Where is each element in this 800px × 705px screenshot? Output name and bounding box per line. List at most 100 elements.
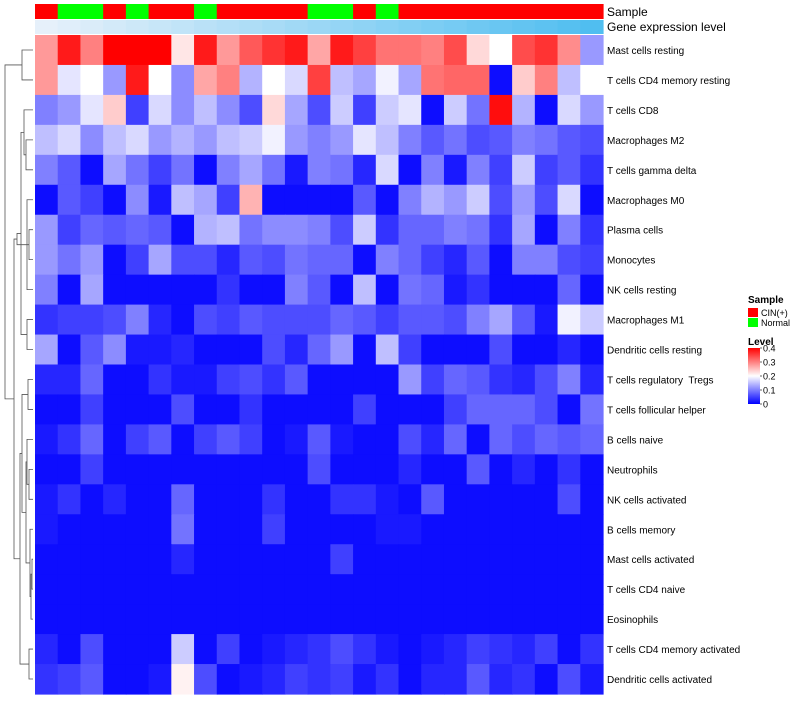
row-label: Macrophages M1 xyxy=(607,316,685,327)
heatmap-cell xyxy=(512,214,536,246)
sample-annotation-cell xyxy=(512,4,536,19)
heatmap-cell xyxy=(375,35,400,66)
heatmap-cell xyxy=(284,424,309,455)
heatmap-cell xyxy=(580,574,604,605)
heatmap-cell xyxy=(557,214,581,246)
heatmap-cell xyxy=(216,574,241,605)
row-label: T cells CD4 memory activated xyxy=(607,645,740,656)
heatmap-cell xyxy=(239,604,263,635)
heatmap-cell xyxy=(57,454,82,485)
heatmap-cell xyxy=(512,394,536,425)
heatmap-cell xyxy=(194,394,218,425)
heatmap-cell xyxy=(284,154,309,186)
heatmap-cell xyxy=(125,424,150,455)
sample-annotation-bar xyxy=(35,4,604,19)
sample-annotation-cell xyxy=(330,4,354,19)
heatmap-cell xyxy=(57,94,82,126)
row-label: Neutrophils xyxy=(607,465,658,476)
heatmap-cell xyxy=(534,35,559,66)
heatmap-cell xyxy=(216,604,241,635)
heatmap-cell xyxy=(80,394,104,425)
heatmap-cell xyxy=(557,394,581,425)
heatmap-cell xyxy=(307,454,331,485)
sample-annotation-cell xyxy=(148,4,172,19)
heatmap-cell xyxy=(466,544,490,575)
row-label: Mast cells resting xyxy=(607,46,684,57)
heatmap-cell xyxy=(148,184,172,216)
heatmap-cell xyxy=(284,214,309,246)
heatmap-cell xyxy=(284,35,309,66)
heatmap-cell xyxy=(398,154,422,186)
sample-annotation-cell xyxy=(557,4,581,19)
heatmap-cell xyxy=(148,304,172,336)
legend-tick-label: 0 xyxy=(763,400,768,410)
heatmap-cell xyxy=(534,484,559,515)
heatmap-cell xyxy=(35,364,59,396)
heatmap-cell xyxy=(125,484,150,515)
heatmap-cell xyxy=(239,94,263,126)
heatmap-cell xyxy=(103,484,127,515)
heatmap-cell xyxy=(466,484,490,515)
heatmap-cell xyxy=(216,394,241,425)
heatmap-cell xyxy=(330,604,354,635)
heatmap-cell xyxy=(35,634,59,665)
heatmap-cell xyxy=(57,154,82,186)
heatmap-cell xyxy=(35,94,59,126)
heatmap-cell xyxy=(57,184,82,216)
heatmap-cell xyxy=(557,424,581,455)
heatmap-cell xyxy=(284,274,309,306)
heatmap-cell xyxy=(194,514,218,545)
heatmap-cell xyxy=(80,664,104,695)
expression-annotation-cell xyxy=(353,20,377,34)
heatmap-cell xyxy=(80,604,104,635)
sample-annotation-cell xyxy=(353,4,377,19)
heatmap-cell xyxy=(171,634,195,665)
heatmap-cell xyxy=(125,604,150,635)
heatmap-cell xyxy=(375,664,400,695)
heatmap-cell xyxy=(216,634,241,665)
sample-annotation-cell xyxy=(216,4,241,19)
heatmap-cell xyxy=(330,664,354,695)
heatmap-cell xyxy=(330,64,354,96)
heatmap-cell xyxy=(443,244,468,276)
sample-annotation-cell xyxy=(466,4,490,19)
heatmap-cell xyxy=(330,514,354,545)
heatmap-cell xyxy=(353,154,377,186)
expression-annotation-cell xyxy=(398,20,422,34)
heatmap-cell xyxy=(307,274,331,306)
heatmap-cell xyxy=(557,244,581,276)
heatmap-cell xyxy=(534,514,559,545)
row-label: T cells CD4 memory resting xyxy=(607,76,730,87)
heatmap-cell xyxy=(194,454,218,485)
heatmap-cell xyxy=(375,244,400,276)
heatmap-cell xyxy=(284,94,309,126)
heatmap-cell xyxy=(125,574,150,605)
heatmap-cell xyxy=(443,574,468,605)
heatmap-cell xyxy=(125,664,150,695)
heatmap-cell xyxy=(421,574,445,605)
heatmap-cell xyxy=(216,304,241,336)
heatmap-cell xyxy=(307,154,331,186)
sample-annotation-cell xyxy=(398,4,422,19)
row-label: Mast cells activated xyxy=(607,555,694,566)
heatmap-cell xyxy=(284,544,309,575)
row-label: T cells regulatory Tregs xyxy=(607,375,714,386)
heatmap-cell xyxy=(443,94,468,126)
sample-annotation-cell xyxy=(57,4,82,19)
heatmap-cell xyxy=(125,94,150,126)
heatmap-cell xyxy=(421,454,445,485)
heatmap-cell xyxy=(262,94,286,126)
legend-tick-label: 0.4 xyxy=(763,344,776,354)
heatmap-cell xyxy=(353,424,377,455)
heatmap-cell xyxy=(57,604,82,635)
heatmap-cell xyxy=(148,574,172,605)
heatmap-cell xyxy=(421,124,445,156)
dendrogram-branch xyxy=(29,528,33,598)
heatmap-cell xyxy=(125,64,150,96)
heatmap-cell xyxy=(171,454,195,485)
legend-tick-label: 0.1 xyxy=(763,386,776,396)
heatmap-cell xyxy=(262,634,286,665)
heatmap-cell xyxy=(580,94,604,126)
heatmap-cell xyxy=(262,484,286,515)
heatmap-cell xyxy=(512,574,536,605)
